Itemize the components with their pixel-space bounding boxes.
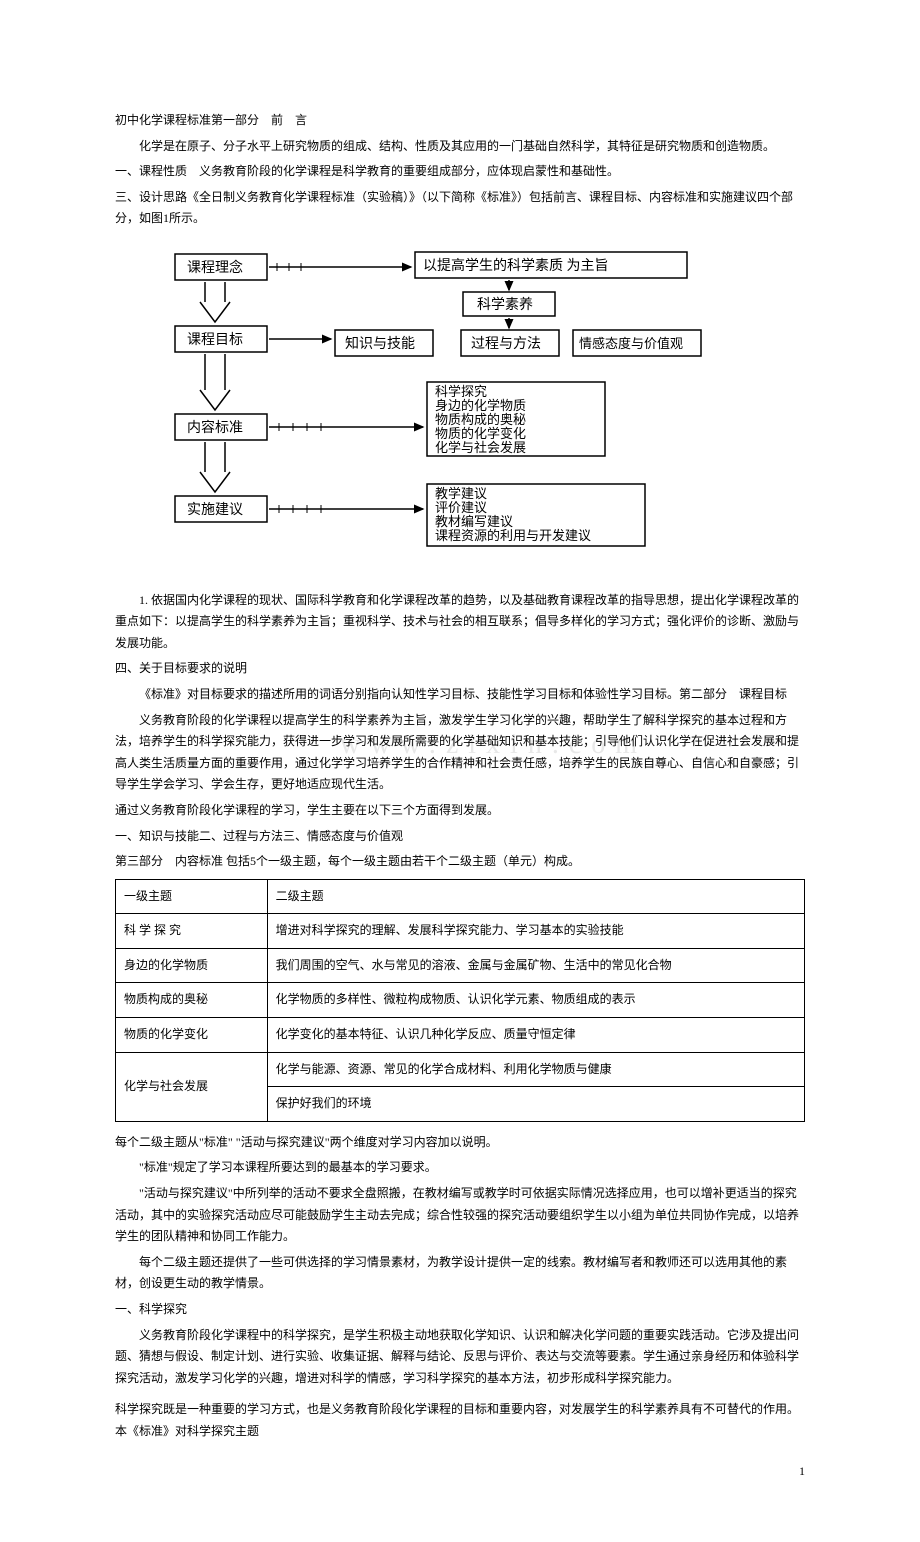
table-header-1: 一级主题 [116,879,268,914]
para-10: 每个二级主题还提供了一些可供选择的学习情景素材，为教学设计提供一定的线索。教材编… [115,1252,805,1295]
diagram-r2: 科学素养 [477,297,533,313]
para-4: 通过义务教育阶段化学课程的学习，学生主要在以下三个方面得到发展。 [115,800,805,822]
section-1: 一、课程性质 义务教育阶段的化学课程是科学教育的重要组成部分，应体现启蒙性和基础… [115,161,805,183]
curriculum-diagram: 课程理念 课程目标 内容标准 实施建议 以提高学生的科学素质 为主旨 科学素养 … [165,244,805,572]
para-9: "活动与探究建议"中所列举的活动不要求全盘照搬，在教材编写或教学时可依据实际情况… [115,1183,805,1248]
diagram-r5-4: 课程资源的利用与开发建议 [435,528,591,543]
doc-title: 初中化学课程标准第一部分 前 言 [115,110,805,132]
diagram-r5-3: 教材编写建议 [435,514,513,529]
para-13: 科学探究既是一种重要的学习方式，也是义务教育阶段化学课程的目标和重要内容，对发展… [115,1399,805,1442]
para-2: 《标准》对目标要求的描述所用的词语分别指向认知性学习目标、技能性学习目标和体验性… [115,684,805,706]
diagram-r4-2: 身边的化学物质 [435,398,526,413]
diagram-box-content: 内容标准 [187,419,243,436]
diagram-r3-mid: 过程与方法 [471,336,541,352]
diagram-r3-left: 知识与技能 [345,335,415,352]
section-4: 四、关于目标要求的说明 [115,658,805,680]
table-row: 身边的化学物质 我们周围的空气、水与常见的溶液、金属与金属矿物、生活中的常见化合… [116,948,805,983]
diagram-r5-2: 评价建议 [435,500,487,515]
page-number: 1 [115,1461,805,1483]
table-row: 物质构成的奥秘 化学物质的多样性、微粒构成物质、认识化学元素、物质组成的表示 [116,983,805,1018]
table-row: 科 学 探 究 增进对科学探究的理解、发展科学探究能力、学习基本的实验技能 [116,914,805,949]
diagram-box-impl: 实施建议 [187,502,243,518]
table-header-2: 二级主题 [267,879,804,914]
table-row: 一级主题 二级主题 [116,879,805,914]
para-6: 第三部分 内容标准 包括5个一级主题，每个一级主题由若干个二级主题（单元）构成。 [115,851,805,873]
table-row: 化学与社会发展 化学与能源、资源、常见的化学合成材料、利用化学物质与健康 [116,1052,805,1087]
para-findings: 1. 依据国内化学课程的现状、国际科学教育和化学课程改革的趋势，以及基础教育课程… [115,590,805,655]
para-12: 义务教育阶段化学课程中的科学探究，是学生积极主动地获取化学知识、认识和解决化学问… [115,1325,805,1390]
para-7: 每个二级主题从"标准" "活动与探究建议"两个维度对学习内容加以说明。 [115,1132,805,1154]
intro-para: 化学是在原子、分子水平上研究物质的组成、结构、性质及其应用的一门基础自然科学，其… [115,136,805,158]
para-8: "标准"规定了学习本课程所要达到的最基本的学习要求。 [115,1157,805,1179]
diagram-r4-1: 科学探究 [435,384,487,399]
diagram-r4-4: 物质的化学变化 [435,426,526,441]
diagram-r4-5: 化学与社会发展 [435,440,526,455]
para-5: 一、知识与技能二、过程与方法三、情感态度与价值观 [115,826,805,848]
diagram-box-idea: 课程理念 [187,259,243,276]
diagram-r3-right: 情感态度与价值观 [579,336,683,351]
diagram-r5-1: 教学建议 [435,486,487,501]
diagram-box-goal: 课程目标 [187,332,243,348]
para-11: 一、科学探究 [115,1299,805,1321]
diagram-r4-3: 物质构成的奥秘 [435,412,526,427]
table-row: 物质的化学变化 化学变化的基本特征、认识几种化学反应、质量守恒定律 [116,1018,805,1053]
section-3: 三、设计思路《全日制义务教育化学课程标准（实验稿）》（以下简称《标准》）包括前言… [115,187,805,230]
para-3: 义务教育阶段的化学课程以提高学生的科学素养为主旨，激发学生学习化学的兴趣，帮助学… [115,710,805,796]
diagram-r1: 以提高学生的科学素质 为主旨 [423,257,609,274]
topic-table: 一级主题 二级主题 科 学 探 究 增进对科学探究的理解、发展科学探究能力、学习… [115,879,805,1122]
